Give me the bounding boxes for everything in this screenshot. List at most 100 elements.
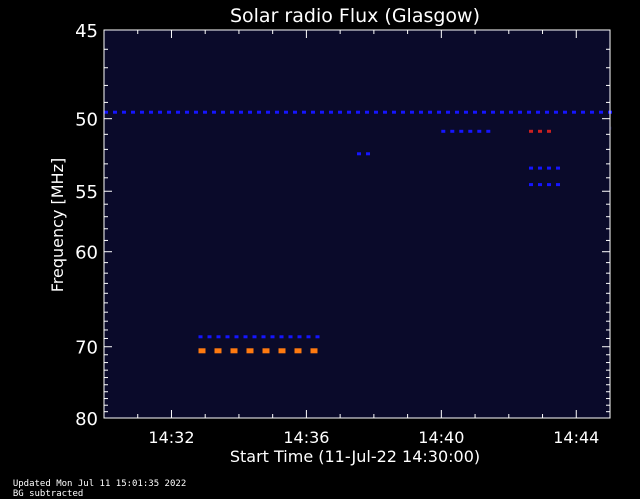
emission-segment: [222, 126, 227, 130]
emission-segment: [556, 166, 560, 170]
emission-feature-3: [529, 129, 551, 133]
emission-segment: [275, 110, 279, 114]
emission-feature-8: [198, 348, 318, 354]
chart-title: Solar radio Flux (Glasgow): [230, 5, 480, 27]
emission-segment: [348, 126, 353, 130]
emission-segment: [230, 110, 234, 114]
emission-segment: [547, 129, 551, 133]
emission-segment: [441, 129, 446, 133]
y-tick-label: 80: [75, 409, 98, 430]
y-tick-label: 45: [75, 21, 98, 42]
emission-segment: [320, 110, 324, 114]
emission-segment: [530, 126, 535, 130]
emission-segment: [261, 335, 266, 339]
emission-segment: [538, 129, 542, 133]
emission-segment: [439, 126, 444, 130]
emission-segment: [425, 126, 430, 130]
emission-feature-7: [198, 335, 320, 339]
emission-segment: [529, 129, 533, 133]
emission-segment: [124, 126, 129, 130]
emission-segment: [455, 110, 459, 114]
emission-segment: [538, 166, 542, 170]
emission-segment: [303, 377, 308, 381]
emission-segment: [419, 110, 423, 114]
emission-segment: [481, 126, 486, 130]
emission-segment: [185, 110, 189, 114]
emission-segment: [311, 110, 315, 114]
emission-segment: [176, 110, 180, 114]
emission-segment: [537, 126, 542, 130]
emission-segment: [243, 126, 248, 130]
emission-segment: [401, 110, 405, 114]
emission-segment: [579, 126, 584, 130]
emission-segment: [474, 126, 479, 130]
emission-segment: [600, 126, 605, 130]
emission-segment: [464, 110, 468, 114]
emission-segment: [212, 110, 216, 114]
emission-segment: [495, 126, 500, 130]
emission-segment: [527, 110, 531, 114]
x-tick-label: 14:44: [553, 428, 599, 447]
emission-segment: [460, 126, 465, 130]
emission-segment: [590, 110, 594, 114]
emission-segment: [516, 126, 521, 130]
emission-segment: [477, 129, 482, 133]
emission-segment: [289, 377, 294, 381]
emission-segment: [297, 335, 302, 339]
emission-segment: [284, 110, 288, 114]
emission-segment: [473, 110, 477, 114]
emission-segment: [390, 126, 395, 130]
footer: Updated Mon Jul 11 15:01:35 2022 BG subt…: [2, 469, 198, 499]
emission-segment: [187, 126, 192, 130]
emission-feature-5: [529, 183, 560, 187]
emission-segment: [268, 377, 273, 381]
emission-segment: [264, 126, 269, 130]
emission-segment: [558, 126, 563, 130]
emission-segment: [294, 348, 302, 354]
emission-segment: [230, 348, 238, 354]
emission-segment: [214, 348, 222, 354]
emission-segment: [317, 377, 322, 381]
emission-feature-1: [110, 126, 612, 130]
emission-segment: [248, 110, 252, 114]
emission-segment: [208, 126, 213, 130]
emission-segment: [254, 377, 259, 381]
emission-segment: [203, 110, 207, 114]
emission-segment: [518, 110, 522, 114]
emission-feature-2: [441, 129, 491, 133]
updated-timestamp: Updated Mon Jul 11 15:01:35 2022: [12, 479, 187, 489]
emission-segment: [306, 126, 311, 130]
emission-segment: [329, 110, 333, 114]
emission-segment: [243, 335, 248, 339]
emission-segment: [418, 126, 423, 130]
radio-flux-spectrogram: 14:32 14:36 14:40 14:44 45 50 55 60 70 80 Solar r…: [48, 5, 612, 466]
emission-segment: [572, 126, 577, 130]
emission-segment: [397, 126, 402, 130]
emission-segment: [167, 110, 171, 114]
emission-segment: [356, 110, 360, 114]
emission-segment: [275, 377, 280, 381]
emission-segment: [262, 348, 270, 354]
x-axis-label: Start Time (11-Jul-22 14:30:00): [230, 447, 480, 466]
emission-segment: [502, 126, 507, 130]
emission-segment: [216, 335, 221, 339]
emission-segment: [586, 126, 591, 130]
emission-segment: [285, 126, 290, 130]
emission-segment: [310, 348, 318, 354]
emission-segment: [547, 166, 551, 170]
emission-segment: [529, 166, 533, 170]
emission-segment: [261, 377, 266, 381]
emission-segment: [236, 126, 241, 130]
y-tick-label: 70: [75, 338, 98, 359]
bg-subtracted-note: BG subtracted: [12, 489, 84, 499]
emission-segment: [509, 110, 513, 114]
y-tick-label: 55: [75, 182, 98, 203]
emission-segment: [140, 110, 144, 114]
emission-segment: [357, 152, 361, 156]
emission-segment: [593, 126, 598, 130]
emission-segment: [257, 110, 261, 114]
emission-segment: [446, 126, 451, 130]
emission-segment: [547, 183, 551, 187]
emission-segment: [293, 110, 297, 114]
emission-segment: [212, 377, 217, 381]
